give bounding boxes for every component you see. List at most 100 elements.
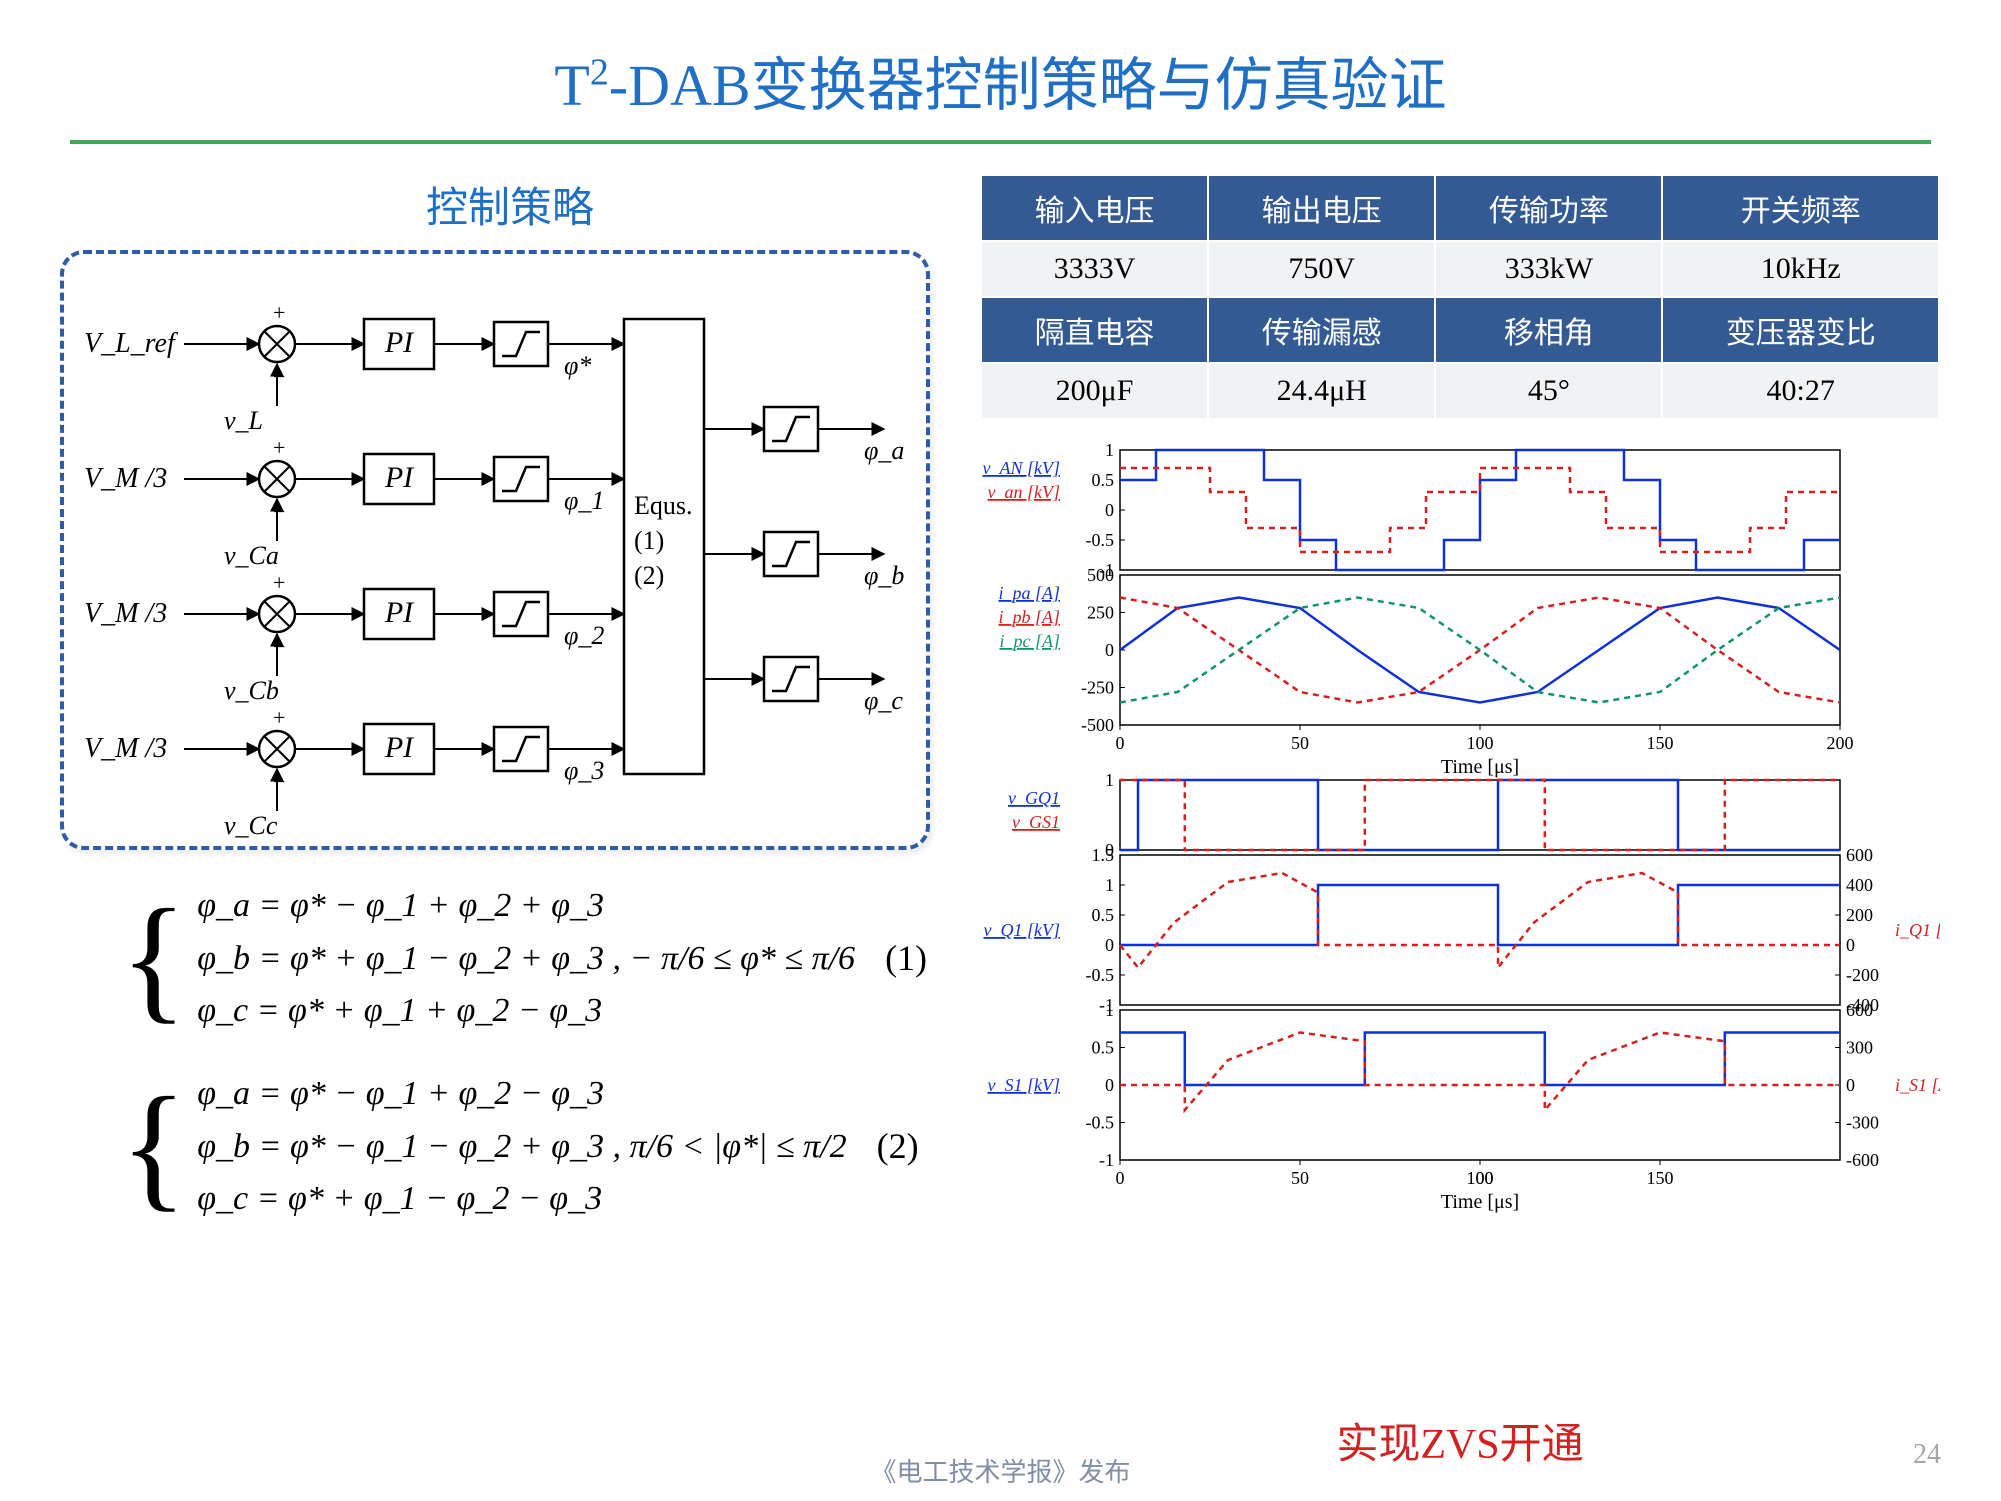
svg-text:-500: -500 — [1081, 715, 1114, 735]
control-diagram: V_L_ref+−v_LPIφ*V_M /3+−v_CaPIφ_1V_M /3+… — [60, 250, 930, 850]
charts-svg: -1-0.500.51v_AN [kV]v_an [kV]-500-250025… — [980, 440, 1940, 1400]
svg-text:-300: -300 — [1846, 1113, 1879, 1133]
svg-text:0: 0 — [1846, 1075, 1855, 1095]
svg-text:400: 400 — [1846, 875, 1873, 895]
svg-text:φ*: φ* — [564, 351, 591, 380]
th-2-2: 传输漏感 — [1208, 297, 1435, 363]
td-2-1: 200μF — [981, 363, 1208, 419]
title-prefix: T — [554, 53, 589, 118]
svg-text:PI: PI — [384, 596, 415, 629]
svg-text:1: 1 — [1105, 875, 1114, 895]
eq2-line2: φ_b = φ* − φ_1 − φ_2 + φ_3 , π/6 < |φ*| … — [197, 1121, 846, 1174]
svg-text:0: 0 — [1105, 935, 1114, 955]
svg-text:V_M /3: V_M /3 — [84, 463, 167, 494]
svg-text:600: 600 — [1846, 845, 1873, 865]
svg-text:0.5: 0.5 — [1092, 1038, 1115, 1058]
svg-text:−: − — [273, 634, 285, 659]
parameter-table: 输入电压 输出电压 传输功率 开关频率 3333V 750V 333kW 10k… — [980, 174, 1940, 420]
svg-text:PI: PI — [384, 326, 415, 359]
td-1-2: 750V — [1208, 241, 1435, 297]
svg-text:V_M /3: V_M /3 — [84, 733, 167, 764]
td-2-3: 45° — [1435, 363, 1662, 419]
svg-text:φ_1: φ_1 — [564, 486, 604, 515]
svg-text:0: 0 — [1105, 500, 1114, 520]
equation-block-1: { φ_a = φ* − φ_1 + φ_2 + φ_3 φ_b = φ* + … — [120, 880, 960, 1038]
svg-text:v_GS1: v_GS1 — [1012, 812, 1060, 832]
svg-text:(1): (1) — [634, 526, 664, 555]
brace-icon: { — [120, 1077, 187, 1217]
svg-text:i_pa [A]: i_pa [A] — [998, 583, 1060, 603]
svg-text:-0.5: -0.5 — [1086, 530, 1115, 550]
svg-text:0.5: 0.5 — [1092, 470, 1115, 490]
th-1-3: 传输功率 — [1435, 175, 1662, 241]
svg-text:i_Q1 [A]: i_Q1 [A] — [1895, 920, 1940, 940]
td-1-3: 333kW — [1435, 241, 1662, 297]
svg-text:0: 0 — [1116, 1168, 1125, 1188]
svg-text:100: 100 — [1467, 1168, 1494, 1188]
svg-text:φ_2: φ_2 — [564, 621, 604, 650]
svg-text:Time [μs]: Time [μs] — [1441, 756, 1519, 778]
svg-text:1: 1 — [1105, 1000, 1114, 1020]
svg-text:v_an [kV]: v_an [kV] — [988, 482, 1060, 502]
simulation-charts: -1-0.500.51v_AN [kV]v_an [kV]-500-250025… — [980, 440, 1940, 1400]
title-sup: 2 — [590, 52, 609, 94]
svg-text:+: + — [273, 300, 285, 325]
svg-text:50: 50 — [1291, 1168, 1309, 1188]
svg-text:φ_a: φ_a — [864, 436, 904, 465]
svg-text:φ_b: φ_b — [864, 561, 904, 590]
svg-text:0: 0 — [1105, 1075, 1114, 1095]
brace-icon: { — [120, 889, 187, 1029]
th-2-3: 移相角 — [1435, 297, 1662, 363]
th-1-2: 输出电压 — [1208, 175, 1435, 241]
eq1-line1: φ_a = φ* − φ_1 + φ_2 + φ_3 — [197, 880, 855, 933]
svg-text:200: 200 — [1846, 905, 1873, 925]
svg-text:+: + — [273, 570, 285, 595]
svg-text:V_M /3: V_M /3 — [84, 598, 167, 629]
th-2-4: 变压器变比 — [1662, 297, 1939, 363]
svg-text:−: − — [273, 769, 285, 794]
strategy-title: 控制策略 — [60, 174, 960, 235]
svg-text:-0.5: -0.5 — [1086, 965, 1115, 985]
svg-text:250: 250 — [1087, 603, 1114, 623]
svg-text:v_Cc: v_Cc — [224, 811, 278, 840]
svg-text:0: 0 — [1116, 733, 1125, 753]
svg-text:−: − — [273, 499, 285, 524]
th-1-1: 输入电压 — [981, 175, 1208, 241]
svg-text:φ_c: φ_c — [864, 686, 903, 715]
eq2-num: (2) — [877, 1119, 919, 1175]
svg-text:-0.5: -0.5 — [1086, 1113, 1115, 1133]
svg-text:150: 150 — [1647, 1168, 1674, 1188]
svg-text:1.5: 1.5 — [1092, 845, 1115, 865]
svg-text:200: 200 — [1827, 733, 1854, 753]
svg-text:1: 1 — [1105, 440, 1114, 460]
eq1-line2: φ_b = φ* + φ_1 − φ_2 + φ_3 , − π/6 ≤ φ* … — [197, 933, 855, 986]
svg-text:(2): (2) — [634, 561, 664, 590]
svg-text:-1: -1 — [1099, 1150, 1114, 1170]
td-1-1: 3333V — [981, 241, 1208, 297]
diagram-svg: V_L_ref+−v_LPIφ*V_M /3+−v_CaPIφ_1V_M /3+… — [64, 254, 934, 854]
svg-text:v_AN [kV]: v_AN [kV] — [983, 458, 1060, 478]
td-1-4: 10kHz — [1662, 241, 1939, 297]
svg-text:v_S1 [kV]: v_S1 [kV] — [988, 1075, 1060, 1095]
footer-publisher: 《电工技术学报》发布 — [870, 1452, 1130, 1489]
svg-text:φ_3: φ_3 — [564, 756, 604, 785]
svg-text:i_S1 [A]: i_S1 [A] — [1895, 1075, 1940, 1095]
svg-text:100: 100 — [1467, 733, 1494, 753]
th-2-1: 隔直电容 — [981, 297, 1208, 363]
equation-block-2: { φ_a = φ* − φ_1 + φ_2 − φ_3 φ_b = φ* − … — [120, 1068, 960, 1226]
eq2-line1: φ_a = φ* − φ_1 + φ_2 − φ_3 — [197, 1068, 846, 1121]
svg-text:−: − — [273, 364, 285, 389]
svg-text:-200: -200 — [1846, 965, 1879, 985]
svg-text:V_L_ref: V_L_ref — [84, 328, 178, 359]
page-number: 24 — [1913, 1439, 1941, 1471]
svg-text:v_Cb: v_Cb — [224, 676, 279, 705]
svg-text:+: + — [273, 435, 285, 460]
svg-text:i_pc [A]: i_pc [A] — [1000, 631, 1061, 651]
eq1-line3: φ_c = φ* + φ_1 + φ_2 − φ_3 — [197, 985, 855, 1038]
svg-text:Time [μs]: Time [μs] — [1441, 1191, 1519, 1213]
slide-title: T2-DAB变换器控制策略与仿真验证 — [0, 0, 2001, 122]
svg-text:v_GQ1: v_GQ1 — [1008, 788, 1060, 808]
svg-text:0.5: 0.5 — [1092, 905, 1115, 925]
svg-text:1: 1 — [1105, 770, 1114, 790]
th-1-4: 开关频率 — [1662, 175, 1939, 241]
